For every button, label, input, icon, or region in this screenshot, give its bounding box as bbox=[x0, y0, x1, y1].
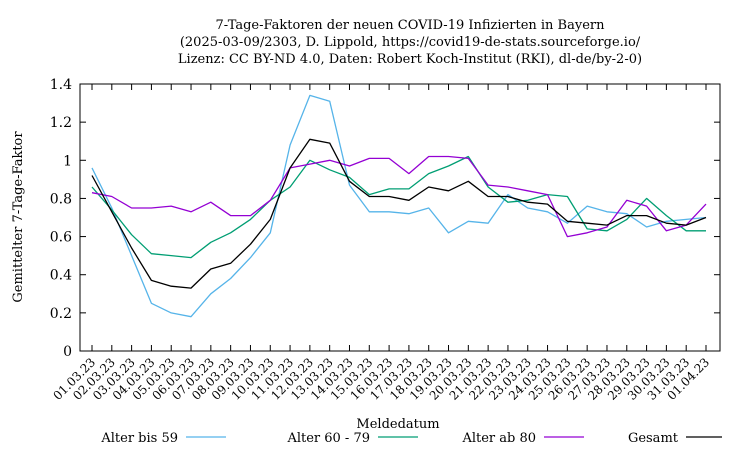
y-tick-label: 1.2 bbox=[50, 115, 72, 131]
series-line-1 bbox=[91, 155, 706, 259]
series-line-0 bbox=[91, 94, 707, 318]
y-tick-label: 0 bbox=[63, 344, 72, 360]
legend-label-3: Gesamt bbox=[628, 431, 679, 446]
y-tick-label: 0.8 bbox=[50, 191, 72, 207]
y-tick-label: 0.4 bbox=[50, 268, 72, 284]
y-tick-label: 1 bbox=[63, 153, 72, 169]
y-axis-label: Gemittelter 7-Tage-Faktor bbox=[11, 131, 26, 303]
x-axis: 01.03.2302.03.2303.03.2304.03.2305.03.23… bbox=[50, 84, 712, 403]
legend: Alter bis 59 Alter 60 - 79 Alter ab 80 Gesa… bbox=[100, 431, 722, 446]
y-tick-label: 0.6 bbox=[50, 230, 72, 246]
series-line-2 bbox=[91, 155, 707, 238]
title-line-3: Lizenz: CC BY-ND 4.0, Daten: Robert Koch… bbox=[178, 52, 642, 67]
title-line-1: 7-Tage-Faktoren der neuen COVID-19 Infiz… bbox=[216, 18, 606, 33]
legend-label-2: Alter ab 80 bbox=[461, 431, 536, 446]
x-axis-label: Meldedatum bbox=[356, 417, 439, 432]
series-group bbox=[91, 94, 707, 318]
y-tick-label: 0.2 bbox=[50, 306, 72, 322]
series-line-3 bbox=[91, 138, 707, 289]
title-line-2: (2025-03-09/2303, D. Lippold, https://co… bbox=[180, 35, 641, 50]
legend-label-1: Alter 60 - 79 bbox=[286, 431, 370, 446]
legend-label-0: Alter bis 59 bbox=[100, 431, 178, 446]
chart-title: 7-Tage-Faktoren der neuen COVID-19 Infiz… bbox=[178, 18, 642, 67]
plot-border bbox=[79, 83, 721, 352]
y-axis: 0 0.2 0.4 0.6 0.8 1 1.2 1.4 bbox=[50, 77, 720, 360]
y-tick-label: 1.4 bbox=[50, 77, 72, 93]
